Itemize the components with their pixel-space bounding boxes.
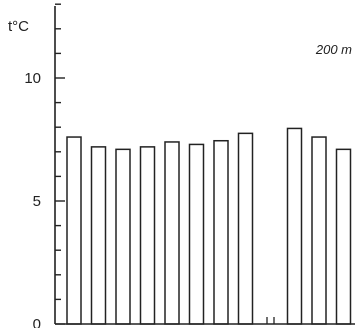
bars xyxy=(66,127,352,325)
bar xyxy=(237,132,254,325)
bar xyxy=(66,136,82,325)
bar xyxy=(164,141,180,325)
bar xyxy=(90,146,107,325)
bar xyxy=(213,139,229,325)
y-tick-label: 0 xyxy=(33,316,41,328)
chart-title: 200 m xyxy=(315,42,352,57)
bar xyxy=(311,136,327,325)
y-axis-label: t°C xyxy=(8,18,29,35)
bar xyxy=(115,148,131,325)
bar xyxy=(139,146,156,325)
y-tick-label: 5 xyxy=(33,193,41,210)
bar xyxy=(286,127,303,325)
y-axis-ticks: 0 5 10 xyxy=(24,3,65,328)
y-tick-label: 10 xyxy=(24,70,41,87)
bar xyxy=(188,143,205,325)
bar xyxy=(335,148,352,325)
